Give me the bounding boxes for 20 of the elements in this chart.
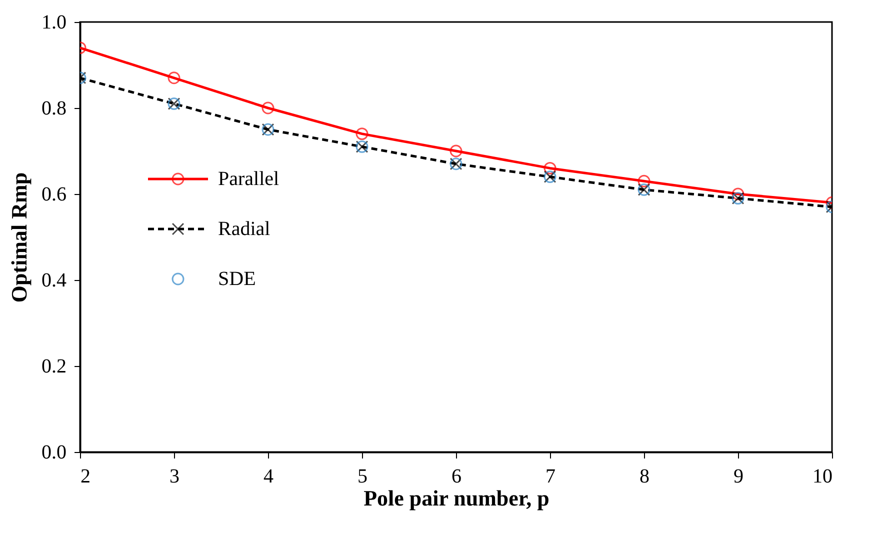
y-tick-label: 1.0: [42, 12, 66, 34]
x-tick-label: 4: [264, 466, 274, 488]
x-tick-label: 10: [812, 466, 832, 488]
x-tick-label: 6: [452, 466, 462, 488]
x-tick-label: 3: [170, 466, 180, 488]
x-axis-title: Pole pair number, p: [364, 486, 550, 510]
y-axis-title: Optimal Rmp: [6, 172, 32, 303]
x-tick-label: 2: [80, 466, 90, 488]
legend-label: SDE: [218, 268, 256, 290]
y-tick-label: 0.8: [42, 98, 66, 120]
y-tick-label: 0.4: [42, 270, 66, 292]
x-tick-label: 5: [358, 466, 368, 488]
y-tick-label: 0.0: [42, 442, 66, 464]
x-tick-label: 8: [640, 466, 650, 488]
legend-label: Radial: [218, 218, 271, 240]
x-tick-label: 9: [734, 466, 744, 488]
legend-label: Parallel: [218, 168, 280, 190]
x-tick-label: 7: [546, 466, 556, 488]
y-tick-label: 0.6: [42, 184, 66, 206]
y-tick-label: 0.2: [42, 356, 66, 378]
